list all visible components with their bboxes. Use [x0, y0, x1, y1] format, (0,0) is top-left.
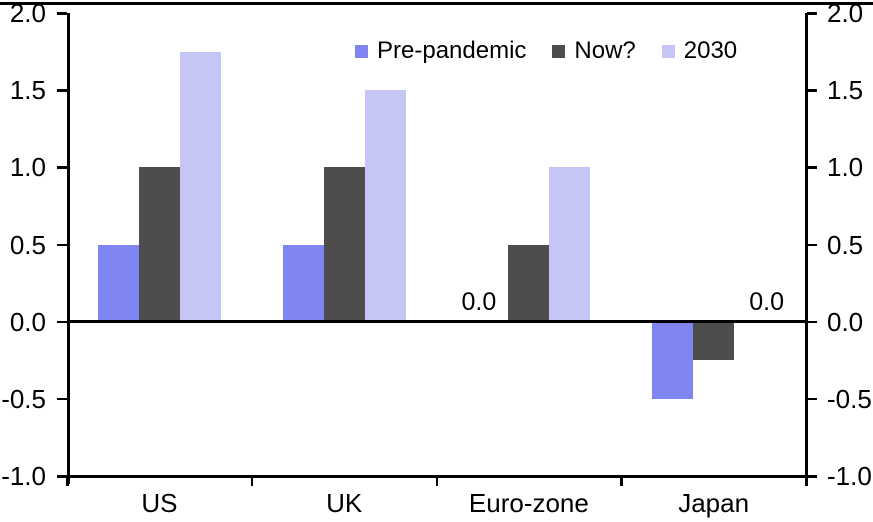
y-axis-tick-label-left: 0.5 — [9, 229, 46, 260]
y-axis-tick-label-left: -0.5 — [1, 383, 46, 414]
x-axis-category-label: Euro-zone — [468, 488, 589, 518]
legend-item-2030: 2030 — [661, 37, 738, 64]
bar-now--euro-zone — [508, 244, 550, 322]
x-axis-tick — [435, 476, 438, 486]
legend-swatch-icon — [661, 44, 675, 58]
y-axis-tick-left — [57, 475, 67, 478]
y-axis-tick-label-right: 1.0 — [827, 152, 864, 183]
y-axis-tick-label-left: 1.5 — [9, 75, 46, 106]
y-axis-tick-right — [807, 397, 817, 401]
y-axis-tick-label-right: 2.0 — [827, 0, 864, 28]
y-axis-tick-left — [57, 397, 67, 401]
legend-label: 2030 — [683, 37, 738, 64]
y-axis-tick-label-left: 1.0 — [9, 152, 46, 183]
y-axis-tick-right — [807, 12, 817, 15]
y-axis-tick-label-left: 0.0 — [9, 306, 46, 337]
bar-2030-uk — [364, 90, 406, 322]
chart-legend: Pre-pandemic Now? 2030 — [355, 38, 737, 64]
y-axis-tick-left — [57, 243, 67, 246]
x-axis-category-label: Japan — [678, 488, 750, 518]
y-axis-tick-right — [807, 166, 817, 169]
y-axis-tick-label-right: 1.5 — [827, 75, 864, 106]
legend-item-pre-pandemic: Pre-pandemic — [355, 38, 526, 64]
bar-2030-euro-zone — [549, 167, 591, 322]
y-axis-tick-right — [807, 320, 817, 324]
y-axis-tick-label-right: 0.0 — [827, 306, 864, 337]
x-axis-category-label: UK — [326, 488, 363, 518]
legend-swatch-icon — [552, 44, 566, 58]
zero-baseline — [67, 320, 807, 323]
y-axis-tick-left — [57, 320, 67, 324]
y-axis-tick-label-left: 2.0 — [9, 0, 46, 28]
y-axis-tick-left — [57, 89, 67, 92]
bar-now--us — [138, 167, 180, 322]
legend-swatch-icon — [355, 44, 368, 58]
y-axis-tick-right — [807, 89, 817, 92]
x-axis-tick — [66, 476, 69, 486]
x-axis-tick — [805, 476, 808, 486]
bar-pre-pandemic-us — [97, 244, 139, 322]
x-axis-tick — [620, 476, 623, 486]
legend-label: Now? — [574, 37, 636, 64]
bar-now--uk — [323, 167, 365, 322]
chart-top-border — [0, 2, 873, 5]
zero-value-label: 0.0 — [461, 287, 497, 316]
x-axis-category-label: US — [141, 488, 178, 518]
zero-value-label: 0.0 — [749, 287, 784, 316]
y-axis-tick-label-left: -1.0 — [1, 461, 46, 491]
bar-now--japan — [693, 321, 735, 361]
y-axis-tick-left — [57, 166, 67, 169]
y-axis-right-line — [805, 13, 808, 484]
y-axis-tick-left — [57, 12, 67, 15]
bar-pre-pandemic-japan — [652, 321, 694, 399]
y-axis-tick-label-right: -1.0 — [827, 461, 872, 491]
x-axis-tick — [250, 476, 254, 486]
y-axis-left-line — [67, 13, 70, 484]
bar-2030-us — [179, 51, 221, 322]
legend-item-now-: Now? — [552, 37, 636, 64]
y-axis-tick-label-right: 0.5 — [827, 229, 864, 260]
y-axis-tick-right — [807, 243, 817, 246]
y-axis-tick-label-right: -0.5 — [827, 383, 872, 414]
y-axis-tick-right — [807, 475, 817, 478]
bar-pre-pandemic-uk — [282, 244, 324, 322]
legend-label: Pre-pandemic — [377, 37, 527, 64]
